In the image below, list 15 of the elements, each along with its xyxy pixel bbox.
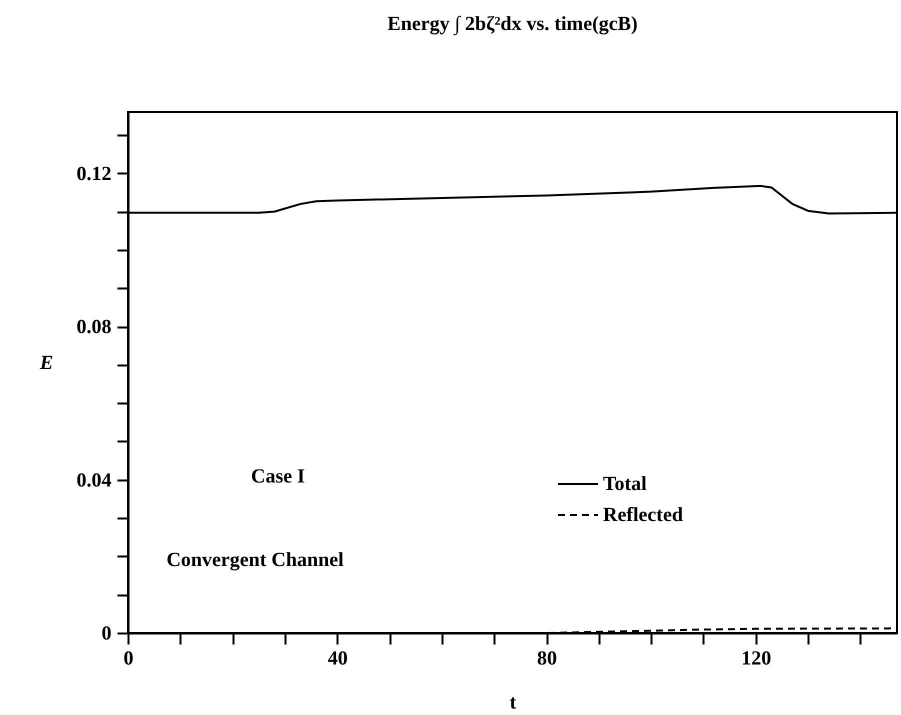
- annotation: Case I: [251, 466, 306, 488]
- x-tick-label: 80: [537, 648, 558, 670]
- legend-label: Total: [603, 473, 648, 495]
- y-tick-label: 0.04: [76, 469, 112, 492]
- x-tick-label: 40: [328, 648, 348, 670]
- x-axis-title: t: [510, 692, 517, 714]
- y-tick-label: 0.08: [76, 316, 112, 338]
- annotation: Convergent Channel: [166, 549, 344, 572]
- legend-label: Reflected: [603, 504, 683, 526]
- y-tick-label: 0: [102, 622, 112, 644]
- y-axis-title: E: [38, 352, 54, 374]
- x-tick-label: 120: [741, 648, 772, 670]
- chart-title: Energy ∫ 2bζ²dx vs. time(gcB): [387, 13, 638, 36]
- x-tick-label: 0: [124, 648, 134, 670]
- y-tick-label: 0.12: [76, 162, 112, 185]
